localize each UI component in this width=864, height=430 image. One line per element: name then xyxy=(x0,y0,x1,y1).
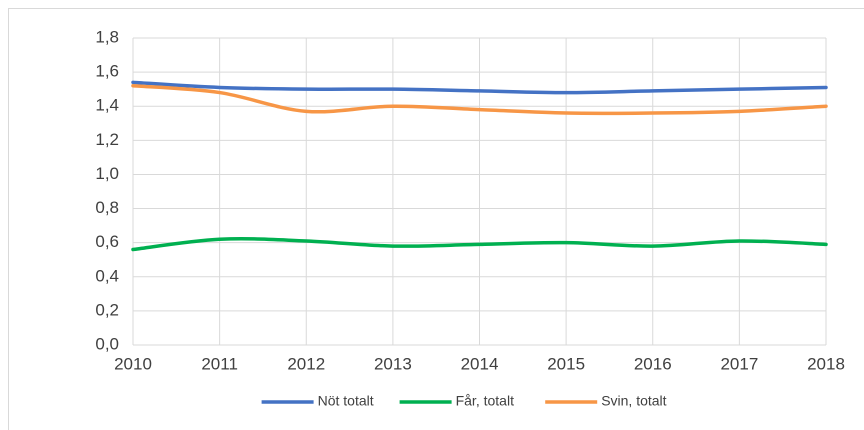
legend-label: Får, totalt xyxy=(456,393,514,409)
y-tick-label: 0,8 xyxy=(95,198,119,217)
x-tick-label: 2014 xyxy=(461,354,499,373)
y-tick-label: 1,0 xyxy=(95,164,119,183)
y-tick-label: 1,4 xyxy=(95,96,119,115)
x-tick-label: 2010 xyxy=(114,354,152,373)
y-tick-label: 0,0 xyxy=(95,334,119,353)
x-tick-label: 2011 xyxy=(201,354,238,373)
series-line xyxy=(131,80,828,95)
y-tick-label: 0,2 xyxy=(95,300,119,319)
x-tick-label: 2012 xyxy=(287,354,325,373)
x-tick-label: 2016 xyxy=(634,354,672,373)
x-tick-label: 2017 xyxy=(720,354,758,373)
series-line xyxy=(131,84,828,116)
x-tick-label: 2018 xyxy=(807,354,845,373)
x-tick-label: 2013 xyxy=(374,354,412,373)
y-tick-label: 0,4 xyxy=(95,266,119,285)
series-line xyxy=(131,237,828,252)
legend-label: Svin, totalt xyxy=(601,393,666,409)
y-tick-label: 1,8 xyxy=(95,27,119,46)
y-tick-label: 0,6 xyxy=(95,232,119,251)
chart-frame xyxy=(8,8,864,430)
legend-label: Nöt totalt xyxy=(318,393,374,409)
x-tick-label: 2015 xyxy=(547,354,585,373)
y-tick-label: 1,6 xyxy=(95,62,119,81)
y-tick-label: 1,2 xyxy=(95,130,119,149)
